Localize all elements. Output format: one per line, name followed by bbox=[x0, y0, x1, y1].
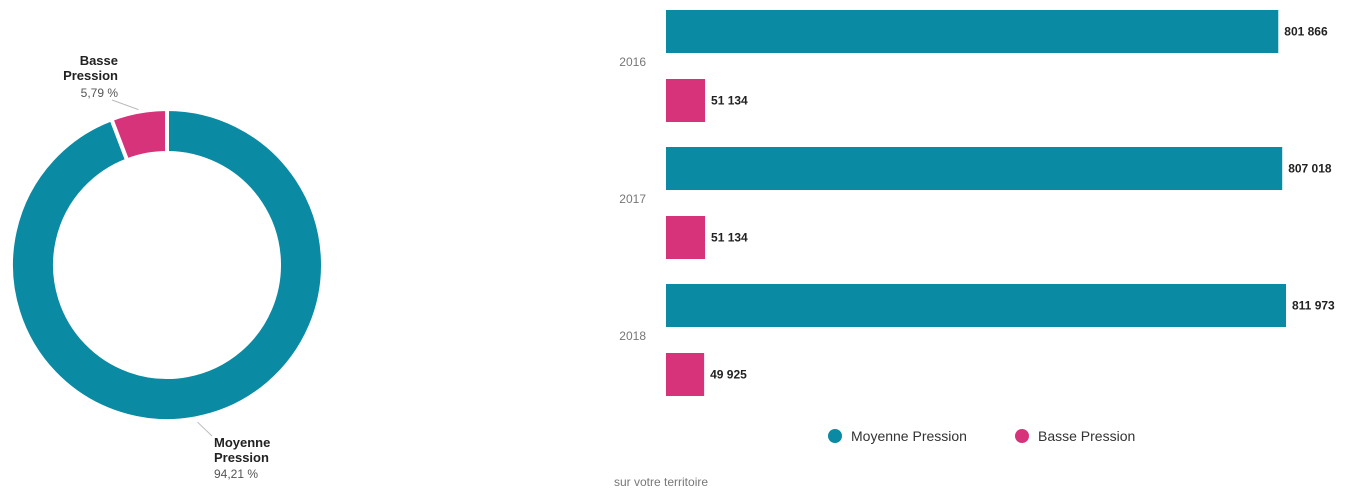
legend-label-0[interactable]: Moyenne Pression bbox=[851, 428, 967, 444]
bar-value-2017-1: 51 134 bbox=[711, 231, 748, 245]
bar-2017-1 bbox=[666, 216, 706, 259]
bar-value-2017-0: 807 018 bbox=[1288, 162, 1332, 176]
donut-label-name-1: Basse bbox=[80, 53, 118, 68]
bar-2018-1 bbox=[666, 353, 705, 396]
category-label-2016: 2016 bbox=[619, 55, 646, 69]
donut-label-pct-1: 5,79 % bbox=[81, 86, 119, 100]
legend-marker-0[interactable] bbox=[828, 429, 842, 443]
bar-2016-0 bbox=[666, 10, 1279, 53]
donut-slice-1 bbox=[108, 106, 169, 163]
category-label-2018: 2018 bbox=[619, 329, 646, 343]
donut-connector-1 bbox=[111, 99, 139, 111]
bar-2017-0 bbox=[666, 147, 1283, 190]
bar-2016-1 bbox=[666, 79, 706, 122]
bar-value-2018-0: 811 973 bbox=[1292, 299, 1335, 313]
bar-value-2016-0: 801 866 bbox=[1284, 25, 1328, 39]
bar-chart: 801 866 51 134 2016 807 018 51 134 2017 811 97… bbox=[619, 10, 1335, 444]
bar-2018-0 bbox=[666, 284, 1286, 327]
donut-label-name2-0: Pression bbox=[214, 450, 269, 465]
donut-connector-0 bbox=[197, 421, 213, 437]
category-label-2017: 2017 bbox=[619, 192, 646, 206]
donut-slice-0 bbox=[9, 106, 325, 423]
bar-value-2018-1: 49 925 bbox=[710, 368, 747, 382]
footer-note: sur votre territoire bbox=[614, 475, 709, 489]
legend-label-1[interactable]: Basse Pression bbox=[1038, 428, 1135, 444]
donut-label-name-0: Moyenne bbox=[214, 435, 270, 450]
donut-label-pct-0: 94,21 % bbox=[214, 467, 258, 481]
legend-marker-1[interactable] bbox=[1015, 429, 1029, 443]
bar-value-2016-1: 51 134 bbox=[711, 94, 748, 108]
donut-label-name2-1: Pression bbox=[63, 68, 118, 83]
